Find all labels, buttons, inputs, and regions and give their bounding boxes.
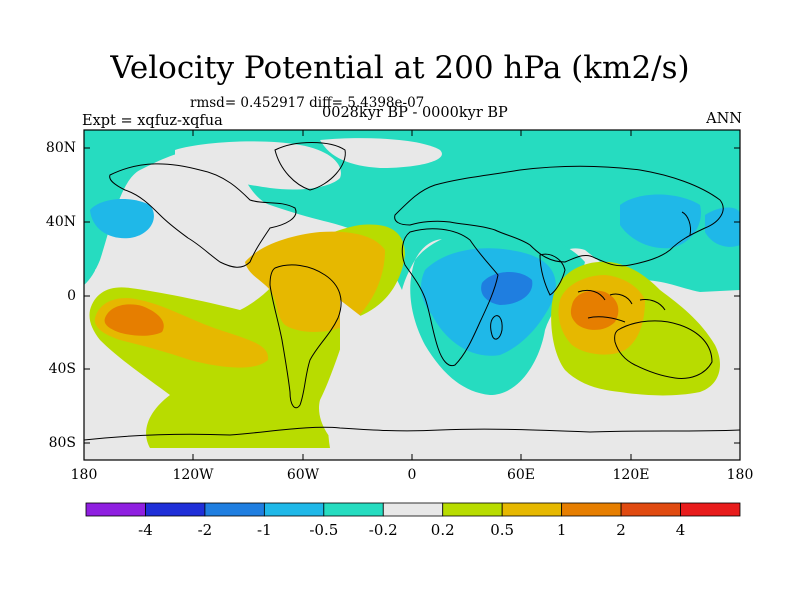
x-tick-label: 120W: [172, 467, 214, 483]
neutral-south-atlantic: [328, 300, 540, 448]
colorbar-swatch: [561, 502, 622, 517]
colorbar-swatch: [263, 502, 325, 517]
coast-indonesia: [577, 289, 666, 323]
plot-title: Velocity Potential at 200 hPa (km2/s): [110, 50, 690, 86]
coast-africa: [401, 228, 499, 367]
period-label: 0028kyr BP - 0000kyr BP: [322, 105, 508, 121]
y-tick-label: 40S: [48, 361, 76, 377]
colorbar-swatch: [680, 502, 741, 517]
coast-greenland: [274, 142, 346, 191]
coast-madagascar: [490, 315, 503, 340]
colorbar: [85, 502, 741, 517]
x-tick-label: 60W: [286, 467, 320, 483]
positive-peak-south-pacific: [104, 304, 164, 336]
x-tick-label: 180: [70, 467, 98, 483]
colorbar-swatch: [442, 502, 503, 517]
neutral-gap-greenland: [175, 141, 341, 190]
y-tick-label: 0: [67, 288, 76, 304]
coast-antarctica: [84, 426, 740, 441]
map-field: [84, 130, 740, 460]
x-tick-label: 0: [407, 467, 417, 483]
y-tick-label: 80S: [48, 435, 76, 451]
colorbar-label: -2: [197, 521, 213, 539]
season-label: ANN: [706, 111, 742, 127]
negative-center-west-pacific: [705, 207, 740, 247]
map-ticks: [83, 130, 741, 460]
colorbar-label: -0.2: [368, 521, 398, 539]
coast-north-america: [109, 163, 297, 268]
coast-eurasia: [394, 165, 724, 267]
colorbar-label: -0.5: [309, 521, 339, 539]
coast-south-america: [269, 264, 342, 409]
colorbar-swatch: [382, 502, 444, 517]
negative-peak-indian-ocean: [481, 272, 533, 305]
experiment-label: Expt = xqfuz-xqfua: [82, 113, 223, 129]
positive-mid-south-america: [245, 231, 385, 332]
negative-center-north-pacific: [90, 198, 154, 239]
colorbar-swatch: [204, 502, 265, 517]
colorbar-swatch: [145, 502, 206, 517]
colorbar-label: 1: [556, 521, 567, 539]
colorbar-label: -1: [257, 521, 272, 539]
negative-center-east-asia: [620, 194, 701, 249]
colorbar-label: 0.5: [490, 521, 515, 539]
coast-japan: [681, 211, 691, 236]
colorbar-swatch: [323, 502, 384, 517]
neutral-gap-europe: [320, 138, 442, 168]
colorbar-label: -4: [138, 521, 153, 539]
coastlines: [84, 142, 740, 441]
x-tick-label: 120E: [612, 467, 650, 483]
y-tick-label: 40N: [45, 214, 76, 230]
colorbar-label: 4: [675, 521, 686, 539]
colorbar-swatch: [85, 502, 146, 517]
colorbar-swatch: [501, 502, 563, 517]
y-tick-label: 80N: [45, 140, 76, 156]
colorbar-label: 2: [616, 521, 626, 539]
x-tick-label: 180: [726, 467, 754, 483]
coast-india: [539, 253, 566, 296]
coast-australia: [614, 320, 713, 379]
positive-peak-indonesia: [570, 290, 619, 330]
colorbar-swatch: [620, 502, 681, 517]
stats-line: rmsd= 0.452917 diff= 5.4398e-07: [190, 95, 425, 111]
neutral-gap-pacific: [95, 234, 232, 291]
x-tick-label: 60E: [506, 467, 536, 483]
colorbar-label: 0.2: [430, 521, 455, 539]
